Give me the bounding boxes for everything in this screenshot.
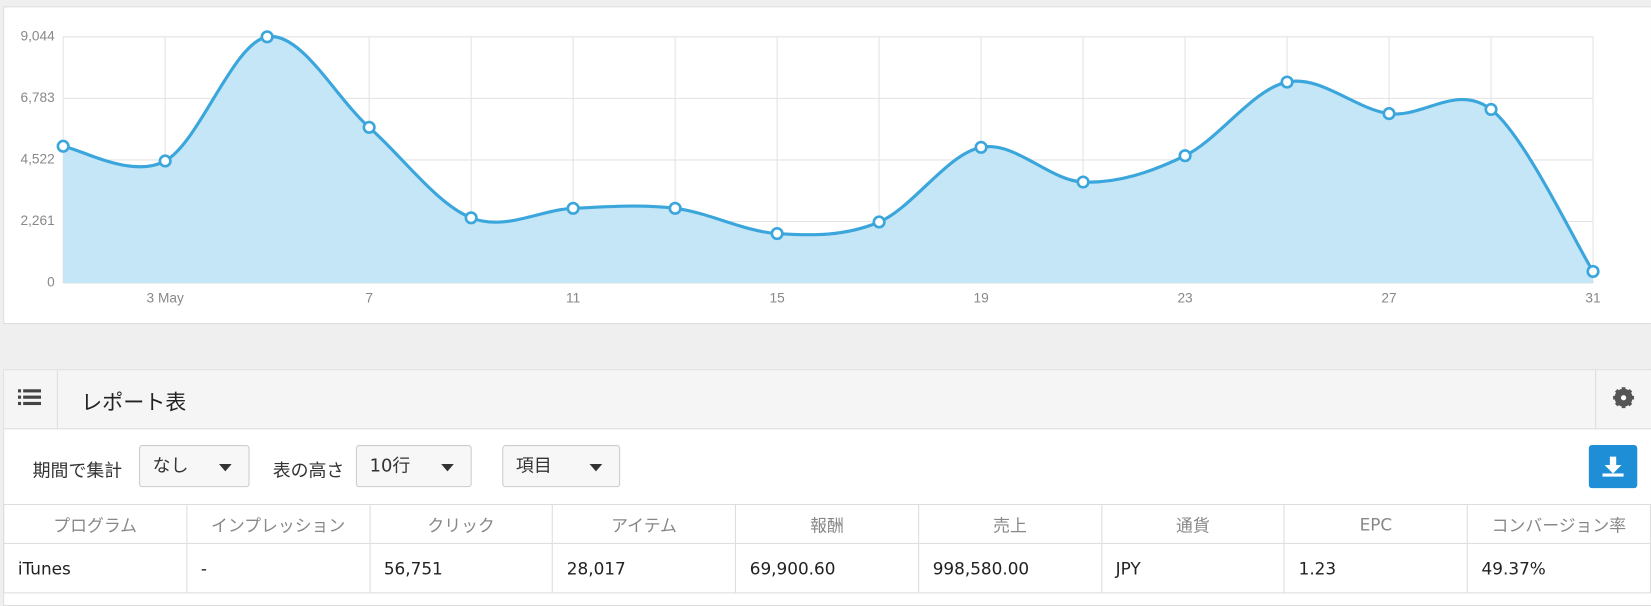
columns-select[interactable]: 項目 [502, 445, 621, 488]
line [62, 35, 1595, 273]
select-value: 項目 [515, 455, 552, 477]
download-button[interactable] [1588, 445, 1638, 489]
area [63, 36, 1594, 284]
table-cell: 49.37% [1466, 542, 1651, 594]
column-header: 通貨 [1100, 503, 1285, 544]
filter-label: 表の高さ [272, 460, 345, 482]
y-tick-label: 2,261 [21, 213, 55, 228]
table-cell: JPY [1100, 542, 1285, 594]
table-cell: 69,900.60 [734, 542, 919, 594]
height-select[interactable]: 10行 [355, 445, 472, 488]
point [566, 201, 580, 215]
x-tick-label: 23 [1177, 290, 1192, 305]
report-table: プログラム インプレッション クリック アイテム 報酬 売上 通貨 EPC コンバージョン率 iT… [3, 503, 1651, 594]
point [1076, 175, 1090, 189]
point [974, 140, 988, 154]
select-value: 10行 [369, 455, 411, 477]
point [872, 215, 886, 229]
column-header: コンバージョン率 [1466, 503, 1651, 544]
report-title: レポート表 [81, 389, 187, 415]
column-header: 報酬 [734, 503, 919, 544]
x-tick-label: 11 [566, 290, 580, 305]
point [1178, 149, 1192, 163]
y-tick-label: 9,044 [21, 28, 56, 43]
table-cell: 1.23 [1283, 542, 1468, 594]
point [1280, 75, 1294, 89]
point [362, 120, 376, 134]
list-icon[interactable] [17, 388, 42, 407]
report-header [4, 370, 1651, 430]
column-header: EPC [1283, 503, 1468, 544]
y-tick-label: 6,783 [21, 90, 55, 105]
column-header: 売上 [917, 503, 1102, 544]
x-tick-label: 31 [1585, 290, 1600, 305]
x-tick-label: 15 [769, 290, 785, 305]
column-header: クリック [369, 503, 554, 544]
table-cell: 998,580.00 [917, 542, 1102, 594]
point [770, 226, 784, 241]
table-row: iTunes -56,751 28,017 69,900.60 998,580.00 JP… [3, 542, 1651, 594]
x-tick-label: 7 [365, 290, 373, 305]
table-cell: 28,017 [552, 542, 737, 594]
period-select[interactable]: なし [138, 445, 250, 488]
y-tick-label: 4,522 [21, 152, 55, 167]
point [158, 154, 172, 168]
point [1382, 107, 1396, 121]
column-header: インプレッション [186, 503, 371, 544]
download-icon [1602, 456, 1624, 477]
chart: 0 2,261 4,522 6,783 9,044 3 May 7 11 15 19 23 27 31 [21, 28, 1601, 305]
column-header: プログラム [3, 503, 188, 544]
filter-label: 期間で集計 [32, 460, 123, 482]
x-tick-label: 27 [1381, 290, 1396, 305]
x-tick-label: 19 [973, 290, 988, 305]
point [464, 211, 478, 225]
table-cell: iTunes [3, 542, 188, 594]
point [1484, 102, 1498, 116]
point [56, 139, 70, 153]
column-header: アイテム [552, 503, 737, 544]
point [260, 30, 274, 44]
select-value: なし [152, 455, 189, 477]
settings-icon[interactable] [1613, 387, 1635, 409]
table-cell: 56,751 [369, 542, 554, 594]
divider [1595, 370, 1597, 430]
divider [56, 370, 58, 430]
x-tick-label: 3 May [147, 290, 184, 305]
point [668, 201, 682, 215]
table-cell: - [186, 542, 371, 594]
y-tick-label: 0 [47, 275, 55, 290]
point [1586, 264, 1600, 279]
